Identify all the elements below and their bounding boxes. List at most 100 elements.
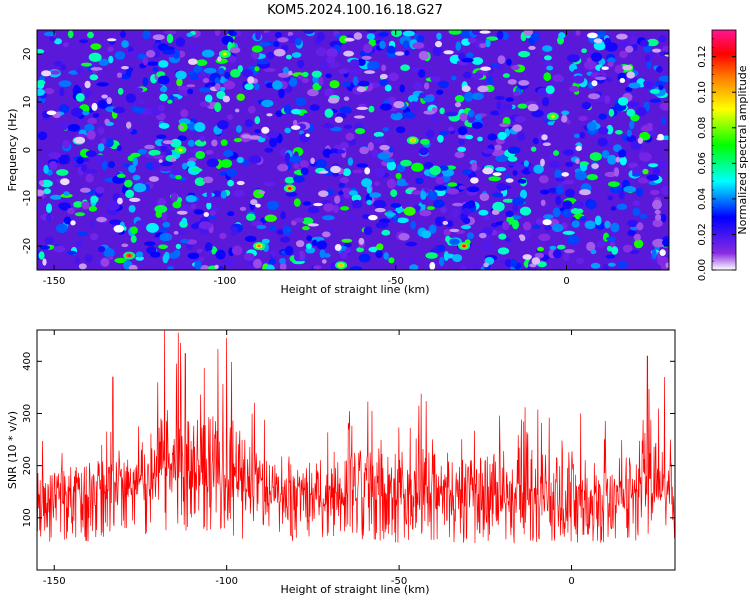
heatmap-peak-core bbox=[223, 52, 227, 56]
heatmap-blob bbox=[198, 221, 212, 230]
heatmap-blob bbox=[364, 70, 376, 74]
heatmap-blob bbox=[438, 80, 449, 89]
heatmap-blob bbox=[81, 201, 90, 210]
heatmap-blob bbox=[375, 249, 383, 259]
heatmap-blob bbox=[255, 203, 261, 208]
heatmap-blob bbox=[323, 124, 335, 129]
heatmap-blob bbox=[487, 133, 497, 141]
heatmap-blob bbox=[591, 163, 599, 170]
heatmap-blob bbox=[203, 67, 217, 74]
heatmap-blob bbox=[648, 163, 659, 168]
heatmap-blob bbox=[317, 31, 325, 42]
heatmap-blob bbox=[466, 232, 474, 240]
heatmap-blob bbox=[243, 159, 249, 167]
heatmap-blob bbox=[233, 138, 242, 143]
heatmap-blob bbox=[383, 252, 390, 260]
heatmap-blob bbox=[454, 102, 462, 108]
heatmap-blob bbox=[626, 135, 637, 143]
heatmap-blob bbox=[420, 138, 430, 145]
heatmap-blob bbox=[367, 142, 374, 151]
heatmap-blob bbox=[362, 43, 373, 54]
heatmap-blob bbox=[556, 244, 566, 250]
heatmap-blob bbox=[62, 139, 70, 149]
heatmap-blob bbox=[441, 168, 455, 177]
heatmap-blob bbox=[561, 114, 568, 123]
heatmap-blob bbox=[379, 144, 390, 151]
heatmap-blob bbox=[101, 94, 108, 99]
heatmap-blob bbox=[342, 81, 352, 87]
heatmap-blob bbox=[522, 221, 532, 231]
heatmap-blob bbox=[630, 226, 638, 231]
heatmap-blob bbox=[187, 252, 200, 259]
heatmap-blob bbox=[74, 136, 86, 144]
heatmap-blob bbox=[540, 199, 546, 206]
heatmap-blob bbox=[254, 83, 260, 91]
heatmap-blob bbox=[90, 233, 99, 241]
heatmap-blob bbox=[350, 68, 363, 75]
heatmap-blob bbox=[266, 130, 279, 139]
heatmap-blob bbox=[639, 39, 649, 47]
heatmap-blob bbox=[593, 38, 603, 44]
heatmap-blob bbox=[541, 61, 554, 66]
heatmap-blob bbox=[84, 123, 95, 132]
heatmap-blob bbox=[146, 61, 159, 66]
heatmap-blob bbox=[552, 249, 562, 259]
heatmap-blob bbox=[228, 30, 234, 36]
heatmap-blob bbox=[504, 237, 512, 242]
heatmap-y-tick-label: -10 bbox=[22, 190, 33, 206]
heatmap-blob bbox=[158, 244, 168, 250]
heatmap-blob bbox=[537, 246, 544, 252]
heatmap-blob bbox=[602, 264, 609, 270]
heatmap-blob bbox=[106, 201, 120, 211]
heatmap-blob bbox=[579, 216, 587, 221]
heatmap-blob bbox=[506, 58, 512, 66]
heatmap-blob bbox=[606, 245, 613, 252]
heatmap-blob bbox=[261, 126, 270, 134]
heatmap-blob bbox=[186, 84, 196, 88]
heatmap-blob bbox=[284, 127, 292, 134]
heatmap-blob bbox=[85, 173, 94, 183]
heatmap-blob bbox=[477, 136, 483, 142]
heatmap-blob bbox=[167, 266, 174, 270]
heatmap-blob bbox=[649, 98, 662, 103]
heatmap-blob bbox=[425, 129, 435, 138]
heatmap-blob bbox=[39, 245, 50, 250]
heatmap-blob bbox=[175, 70, 187, 80]
heatmap-blob bbox=[523, 30, 533, 36]
heatmap-blob bbox=[177, 85, 189, 92]
heatmap-blob bbox=[376, 243, 384, 251]
snr-panel: -150 -100 -50 0 100 200 300 400 Height of stra… bbox=[6, 329, 676, 596]
heatmap-blob bbox=[596, 240, 607, 248]
heatmap-blob bbox=[512, 204, 519, 213]
heatmap-blob bbox=[162, 254, 169, 264]
heatmap-blob bbox=[59, 87, 65, 97]
heatmap-blob bbox=[527, 103, 539, 112]
heatmap-blob bbox=[341, 238, 353, 243]
heatmap-blob bbox=[566, 54, 580, 63]
heatmap-blob bbox=[466, 186, 480, 193]
heatmap-blob bbox=[658, 160, 666, 170]
heatmap-peak-core bbox=[257, 244, 261, 248]
heatmap-blob bbox=[584, 220, 596, 230]
heatmap-blob bbox=[204, 242, 213, 252]
heatmap-blob bbox=[552, 74, 564, 82]
heatmap-blob bbox=[135, 251, 144, 258]
colorbar-label: Normalized spectral amplitude bbox=[736, 65, 749, 234]
heatmap-blob bbox=[326, 48, 338, 58]
heatmap-blob bbox=[265, 264, 275, 270]
heatmap-blob bbox=[214, 30, 221, 37]
heatmap-blob bbox=[289, 155, 302, 163]
heatmap-blob bbox=[388, 257, 395, 264]
heatmap-blob bbox=[652, 219, 663, 228]
heatmap-blob bbox=[327, 97, 340, 104]
heatmap-blob bbox=[451, 75, 457, 81]
heatmap-blob bbox=[246, 213, 256, 221]
heatmap-blob bbox=[543, 72, 552, 82]
heatmap-blob bbox=[318, 76, 324, 86]
heatmap-blob bbox=[295, 97, 307, 106]
heatmap-blob bbox=[487, 75, 494, 85]
heatmap-peak-core bbox=[339, 263, 343, 267]
heatmap-blob bbox=[203, 212, 209, 217]
heatmap-blob bbox=[616, 33, 628, 40]
heatmap-blob bbox=[273, 41, 280, 48]
